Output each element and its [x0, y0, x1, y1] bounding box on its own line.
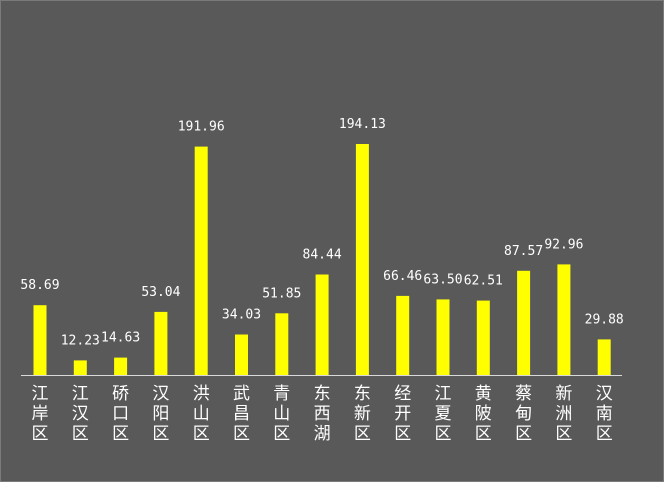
- value-label-5: 191.96: [178, 120, 225, 135]
- value-label-3: 14.63: [101, 331, 140, 346]
- value-label-6: 34.03: [222, 308, 261, 323]
- bar-13: [517, 270, 531, 375]
- bar-1: [33, 305, 47, 375]
- category-label-1: 江岸区: [32, 384, 49, 444]
- category-label-10: 经开区: [394, 384, 411, 444]
- value-label-8: 84.44: [303, 248, 342, 263]
- value-label-10: 66.46: [383, 269, 422, 284]
- bar-6: [235, 334, 248, 375]
- value-label-4: 53.04: [141, 285, 180, 300]
- value-label-11: 63.50: [423, 272, 462, 287]
- value-label-14: 92.96: [544, 237, 583, 252]
- bar-3: [114, 357, 128, 375]
- category-label-11: 江夏区: [435, 384, 452, 444]
- bar-2: [73, 360, 87, 375]
- value-label-9: 194.13: [339, 117, 386, 132]
- value-label-1: 58.69: [20, 278, 59, 293]
- category-label-9: 东新区: [354, 384, 371, 444]
- category-label-7: 青山区: [273, 384, 290, 444]
- category-label-13: 蔡甸区: [515, 384, 532, 444]
- category-label-12: 黄陂区: [475, 384, 492, 444]
- category-label-5: 洪山区: [193, 384, 210, 444]
- category-label-2: 江汉区: [72, 384, 89, 444]
- value-label-12: 62.51: [464, 274, 503, 289]
- bar-15: [597, 339, 611, 375]
- bar-11: [436, 299, 450, 375]
- category-label-6: 武昌区: [233, 384, 250, 444]
- value-label-7: 51.85: [262, 286, 301, 301]
- bar-10: [396, 295, 410, 375]
- value-label-15: 29.88: [585, 312, 624, 327]
- category-label-4: 汉阳区: [152, 384, 169, 444]
- bar-9: [355, 144, 369, 375]
- bar-12: [476, 300, 490, 375]
- bar-5: [194, 146, 208, 375]
- category-label-15: 汉南区: [596, 384, 613, 444]
- bar-8: [315, 274, 329, 375]
- bar-14: [557, 264, 571, 375]
- category-label-14: 新洲区: [555, 384, 572, 444]
- bar-7: [275, 313, 289, 375]
- category-label-3: 硚口区: [112, 384, 129, 444]
- bar-4: [154, 311, 168, 375]
- value-label-13: 87.57: [504, 244, 543, 259]
- category-label-8: 东西湖: [314, 384, 331, 444]
- value-label-2: 12.23: [61, 333, 100, 348]
